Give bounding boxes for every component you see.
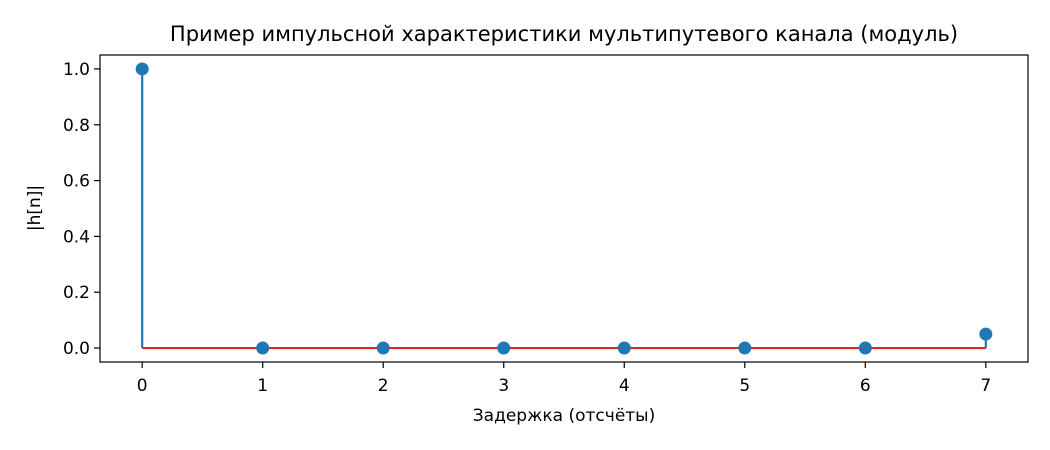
chart-title: Пример импульсной характеристики мультип… <box>170 22 958 46</box>
y-tick-label: 0.8 <box>63 116 90 136</box>
y-tick-label: 0.6 <box>63 172 90 192</box>
y-tick-label: 0.2 <box>63 283 90 303</box>
stem-marker <box>738 341 752 355</box>
stem-marker <box>135 62 149 76</box>
y-axis-label: |h[n]| <box>25 185 45 231</box>
x-tick-label: 6 <box>860 376 871 396</box>
stem-marker <box>858 341 872 355</box>
x-tick-label: 0 <box>137 376 148 396</box>
x-tick-label: 5 <box>739 376 750 396</box>
stem-marker <box>497 341 511 355</box>
x-tick-label: 3 <box>498 376 509 396</box>
stem-marker <box>979 327 993 341</box>
x-tick-label: 2 <box>378 376 389 396</box>
y-tick-label: 0.4 <box>63 227 90 247</box>
x-axis: 0 1 2 3 4 5 6 7 <box>137 362 991 396</box>
y-tick-label: 1.0 <box>63 60 90 80</box>
stem-marker <box>617 341 631 355</box>
x-tick-label: 1 <box>257 376 268 396</box>
x-tick-label: 4 <box>619 376 630 396</box>
stem-marker <box>256 341 270 355</box>
stem-marker <box>376 341 390 355</box>
plot-frame <box>99 54 1029 363</box>
y-axis: 0.0 0.2 0.4 0.6 0.8 1.0 <box>63 60 100 359</box>
x-axis-label: Задержка (отсчёты) <box>473 406 655 426</box>
plot-area <box>135 62 993 355</box>
x-tick-label: 7 <box>980 376 991 396</box>
y-tick-label: 0.0 <box>63 339 90 359</box>
